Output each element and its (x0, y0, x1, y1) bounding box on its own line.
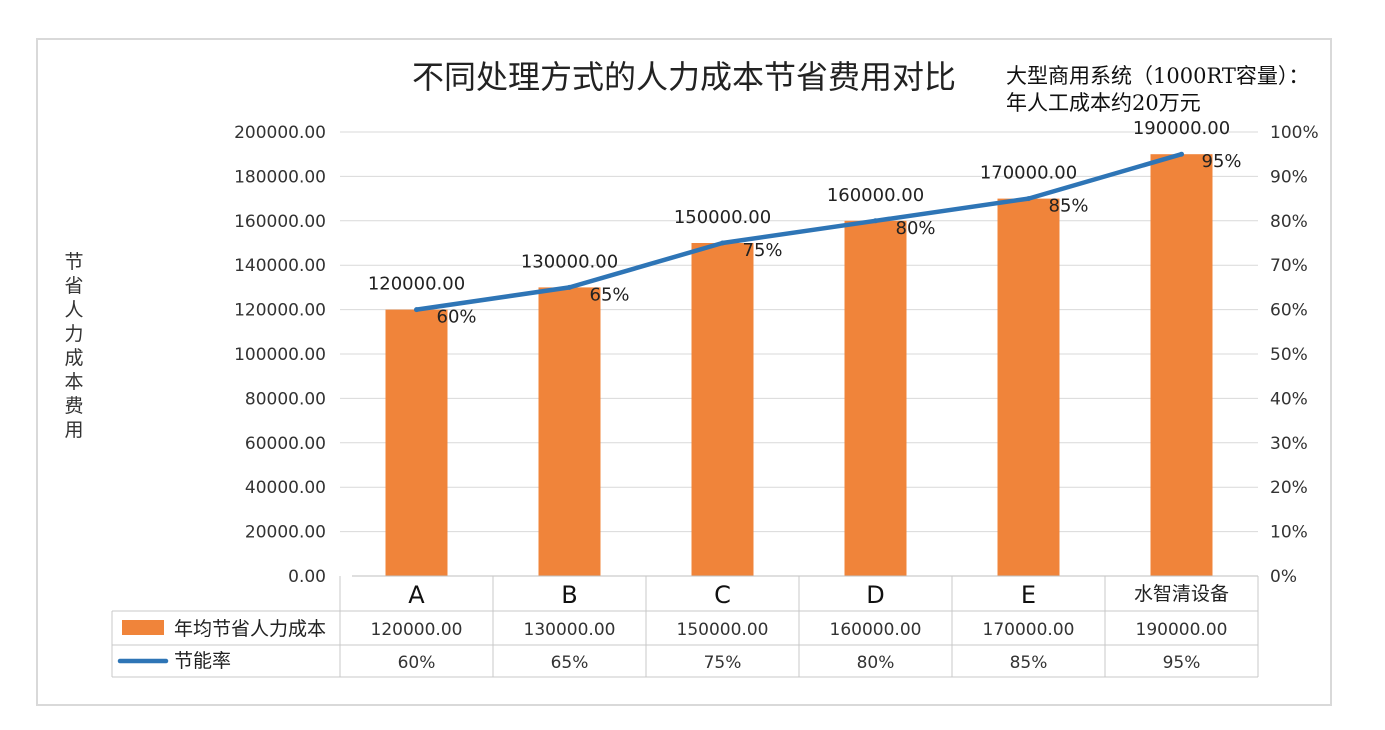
y2-tick-label: 100% (1270, 123, 1319, 143)
line-point (720, 240, 725, 246)
table-cell-line-value: 80% (857, 653, 895, 673)
table-cell-line-value: 65% (551, 653, 589, 673)
y-axis-label: 节省人力成本费用 (64, 251, 83, 441)
y-tick-label: 0.00 (288, 567, 326, 587)
table-cell-bar-value: 130000.00 (524, 620, 616, 640)
table-cell-line-value: 60% (398, 653, 436, 673)
bar (691, 243, 754, 576)
x-category-label: E (1021, 581, 1036, 609)
table-cell-line-value: 85% (1010, 653, 1048, 673)
x-category-label: A (408, 581, 425, 609)
y-tick-label: 120000.00 (234, 301, 326, 321)
line-point (873, 218, 878, 224)
data-table: A 120000.00 60% B 130000.00 65% C 150000.00 75% D… (111, 576, 1259, 678)
y-tick-label: 140000.00 (234, 256, 326, 276)
y-tick-label: 40000.00 (245, 478, 326, 498)
y2-tick-label: 40% (1270, 389, 1308, 409)
line-value-label: 85% (1049, 196, 1089, 217)
y-tick-label: 60000.00 (245, 434, 326, 454)
bar-value-label: 130000.00 (521, 251, 618, 272)
bar (1150, 154, 1213, 576)
table-cell-line-value: 95% (1163, 653, 1201, 673)
table-cell-bar-value: 120000.00 (371, 620, 463, 640)
line-value-label: 65% (590, 284, 630, 305)
y-tick-label: 180000.00 (234, 167, 326, 187)
bar (997, 198, 1060, 576)
line-point (1026, 196, 1031, 202)
bar (385, 309, 448, 576)
bar-value-label: 170000.00 (980, 163, 1077, 184)
y2-tick-label: 60% (1270, 301, 1308, 321)
data-labels: 120000.00 130000.00 150000.00 160000.00 1700… (368, 118, 1242, 327)
bar-value-label: 150000.00 (674, 207, 771, 228)
bar-value-label: 120000.00 (368, 274, 465, 295)
table-cell-line-value: 75% (704, 653, 742, 673)
chart-note-line-1: 大型商用系统（1000RT容量）： (1006, 64, 1309, 88)
chart-title: 不同处理方式的人力成本节省费用对比 (412, 58, 956, 96)
line-series (414, 151, 1184, 313)
line-value-label: 80% (896, 218, 936, 239)
y2-tick-label: 90% (1270, 167, 1308, 187)
table-cell-bar-value: 190000.00 (1136, 620, 1228, 640)
table-cell-bar-value: 150000.00 (677, 620, 769, 640)
y2-tick-label: 80% (1270, 212, 1308, 232)
x-category-label: C (714, 581, 731, 609)
bar (844, 220, 907, 577)
y-tick-label: 100000.00 (234, 345, 326, 365)
x-category-label: B (561, 581, 577, 609)
y2-tick-label: 20% (1270, 478, 1308, 498)
legend-label-bar: 年均节省人力成本 (174, 618, 326, 640)
chart-frame (36, 38, 1332, 706)
line-point (414, 307, 419, 313)
line-value-label: 75% (743, 240, 783, 261)
legend-label-line: 节能率 (174, 650, 231, 672)
bars (385, 154, 1213, 577)
y-tick-label: 160000.00 (234, 212, 326, 232)
x-category-label: 水智清设备 (1134, 583, 1229, 605)
line-value-label: 95% (1202, 151, 1242, 172)
y2-tick-label: 10% (1270, 523, 1308, 543)
chart-note-line-2: 年人工成本约20万元 (1006, 91, 1201, 115)
axes: 0.00 0% 20000.00 10% 40000.00 20% 60000.00 30% 8… (234, 123, 1319, 587)
y2-tick-label: 70% (1270, 256, 1308, 276)
legend-swatch-bar (122, 620, 164, 635)
table-cell-bar-value: 170000.00 (983, 620, 1075, 640)
y-tick-label: 80000.00 (245, 389, 326, 409)
y2-tick-label: 0% (1270, 567, 1297, 587)
y-tick-label: 20000.00 (245, 523, 326, 543)
line-value-label: 60% (437, 307, 477, 328)
line-path (414, 151, 1184, 312)
bar (538, 287, 601, 576)
table-cell-bar-value: 160000.00 (830, 620, 922, 640)
line-point (1179, 151, 1184, 157)
y-tick-label: 200000.00 (234, 123, 326, 143)
bar-value-label: 190000.00 (1133, 118, 1230, 139)
y2-tick-label: 30% (1270, 434, 1308, 454)
y2-tick-label: 50% (1270, 345, 1308, 365)
gridlines (340, 131, 1258, 533)
bar-value-label: 160000.00 (827, 185, 924, 206)
x-category-label: D (866, 581, 884, 609)
line-point (567, 284, 572, 290)
